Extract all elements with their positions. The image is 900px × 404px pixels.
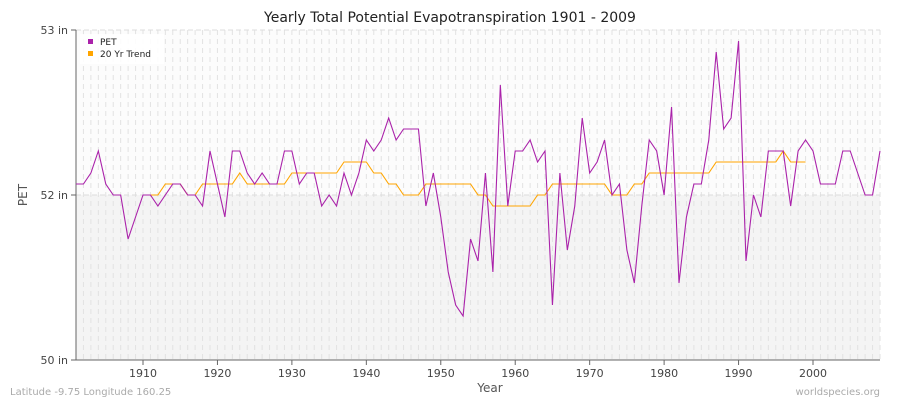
- x-tick-label: 1990: [725, 367, 753, 380]
- y-tick-label: 50 in: [40, 354, 68, 367]
- x-tick-label: 1940: [352, 367, 380, 380]
- x-tick-label: 2000: [799, 367, 827, 380]
- legend: PET 20 Yr Trend: [80, 34, 164, 64]
- y-tick-label: 52 in: [40, 189, 68, 202]
- footer-source: worldspecies.org: [796, 387, 880, 398]
- legend-label-pet: PET: [100, 38, 117, 48]
- x-tick-label: 1950: [427, 367, 455, 380]
- y-axis-label: PET: [16, 183, 30, 206]
- footer-location: Latitude -9.75 Longitude 160.25: [10, 387, 171, 398]
- x-tick-label: 1980: [650, 367, 678, 380]
- series-line-pet: [76, 40, 881, 318]
- x-axis-label: Year: [476, 381, 502, 395]
- chart-title: Yearly Total Potential Evapotranspiratio…: [263, 10, 636, 26]
- x-tick-label: 1930: [278, 367, 306, 380]
- y-tick-label: 53 in: [40, 24, 68, 37]
- legend-label-trend: 20 Yr Trend: [100, 50, 151, 60]
- x-tick-label: 1910: [129, 367, 157, 380]
- x-tick-label: 1960: [501, 367, 529, 380]
- x-tick-label: 1970: [576, 367, 604, 380]
- legend-swatch-pet: [88, 39, 93, 44]
- series-line-20-yr-trend: [150, 150, 806, 207]
- legend-swatch-trend: [88, 51, 93, 56]
- x-tick-label: 1920: [203, 367, 231, 380]
